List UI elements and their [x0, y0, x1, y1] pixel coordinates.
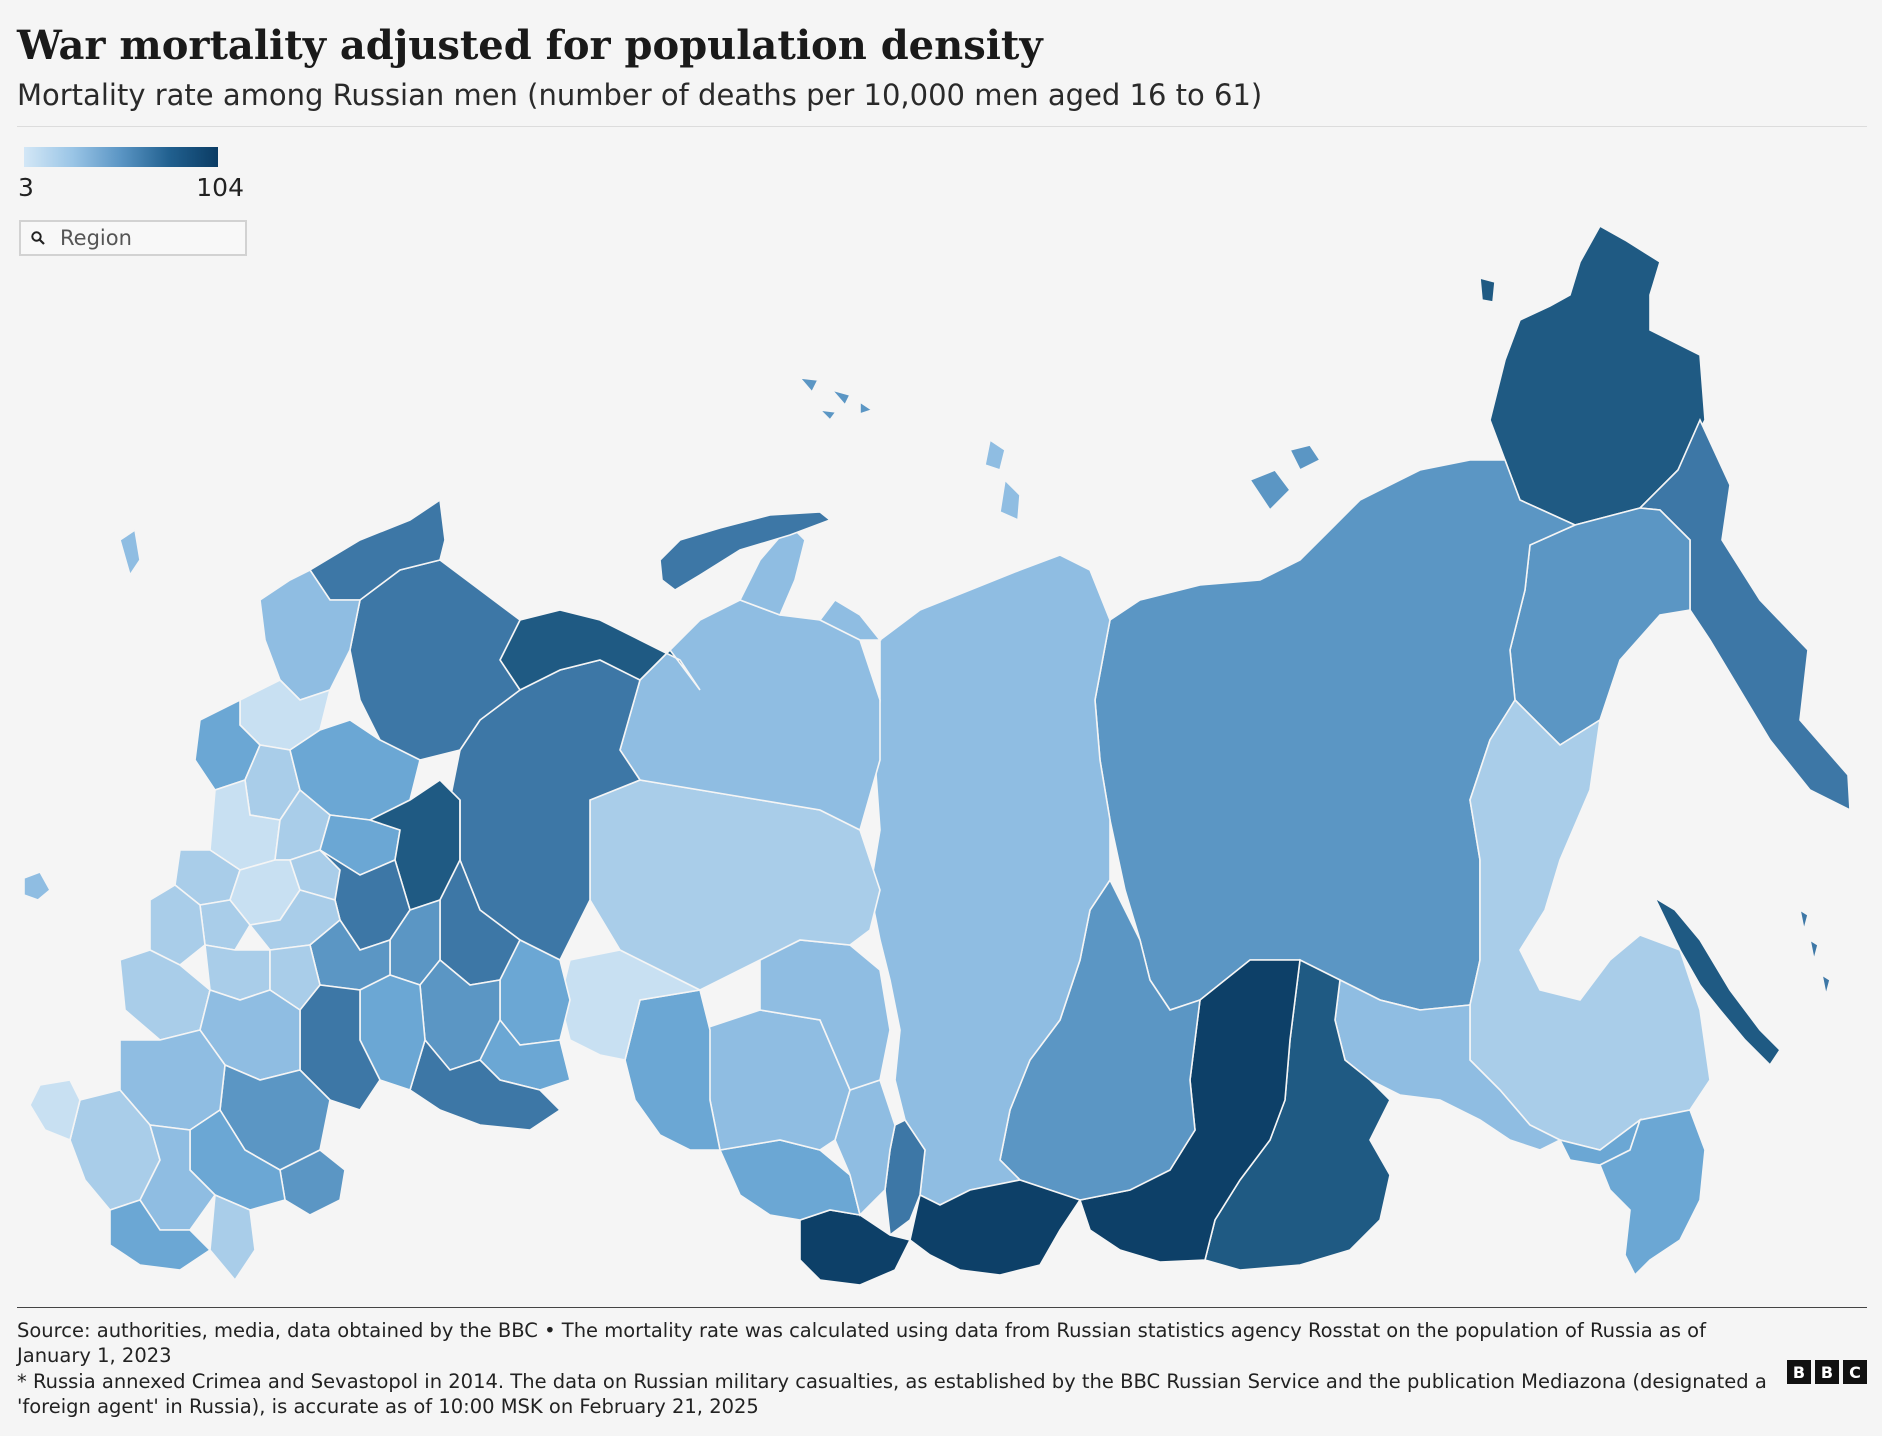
- region-krasnoyarsk[interactable]: [869, 554, 1111, 1206]
- region-novaya-zemlya[interactable]: [659, 511, 832, 591]
- region-kamchatka[interactable]: [1638, 418, 1851, 812]
- region-tuva[interactable]: [909, 1179, 1082, 1276]
- region-omsk[interactable]: [624, 989, 721, 1151]
- legend-gradient-bar: [24, 147, 218, 167]
- region-yamal-peninsula[interactable]: [738, 523, 806, 617]
- region-sakhalin[interactable]: [1653, 895, 1782, 1067]
- bbc-logo-letter: B: [1787, 1360, 1811, 1384]
- region-svalbard-area[interactable]: [119, 528, 141, 577]
- russia-choropleth-map: [23, 224, 1851, 1286]
- region-yakutia-islands[interactable]: [1248, 444, 1322, 512]
- color-legend: 3 104: [18, 147, 244, 202]
- region-gydan[interactable]: [818, 598, 882, 641]
- bbc-logo-letter: B: [1815, 1360, 1839, 1384]
- region-search-input[interactable]: [58, 225, 232, 251]
- source-note: Source: authorities, media, data obtaine…: [17, 1319, 1706, 1367]
- footer: Source: authorities, media, data obtaine…: [17, 1318, 1777, 1420]
- region-yamalo-nenets[interactable]: [619, 599, 881, 832]
- chart-title: War mortality adjusted for population de…: [17, 22, 1043, 69]
- legend-min-label: 3: [18, 173, 34, 202]
- region-altai-krai[interactable]: [718, 1139, 862, 1221]
- region-kaliningrad[interactable]: [23, 871, 52, 901]
- region-arkhangelsk[interactable]: [349, 559, 522, 761]
- annexation-note: * Russia annexed Crimea and Sevastopol i…: [17, 1370, 1767, 1418]
- region-wrangel-island[interactable]: [1479, 276, 1496, 303]
- region-kursk-belgorod[interactable]: [119, 949, 211, 1041]
- bbc-logo-letter: C: [1843, 1360, 1867, 1384]
- header-divider: [17, 126, 1867, 127]
- legend-max-label: 104: [196, 173, 244, 202]
- region-karelia[interactable]: [259, 568, 361, 701]
- region-dagestan[interactable]: [209, 1193, 256, 1282]
- region-kemerovo[interactable]: [834, 1078, 896, 1217]
- footer-divider: [17, 1307, 1867, 1308]
- region-orenburg[interactable]: [409, 1038, 562, 1131]
- search-icon: [31, 231, 45, 245]
- region-franz-josef-land[interactable]: [798, 376, 874, 422]
- region-magadan[interactable]: [1509, 507, 1691, 747]
- region-khabarovsk[interactable]: [1469, 698, 1711, 1151]
- chart-subtitle: Mortality rate among Russian men (number…: [17, 78, 1263, 112]
- bbc-logo: B B C: [1787, 1360, 1867, 1384]
- region-crimea[interactable]: [29, 1079, 81, 1142]
- region-search[interactable]: [19, 220, 247, 256]
- region-severnaya-zemlya[interactable]: [984, 438, 1021, 522]
- region-kuril-islands[interactable]: [1798, 908, 1831, 996]
- region-primorye[interactable]: [1598, 1109, 1706, 1277]
